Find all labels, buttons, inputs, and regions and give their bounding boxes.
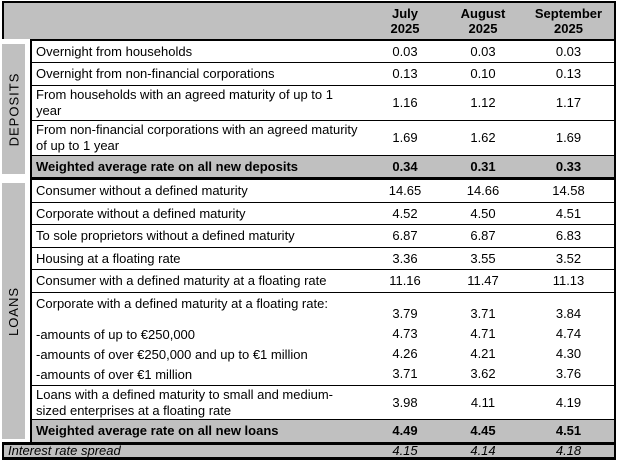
rail-gap (25, 180, 30, 442)
row-values-september: 3.84 4.74 4.30 3.76 (555, 306, 582, 381)
row-value-september: 1.17 (555, 95, 582, 110)
row-value-september: 11.13 (552, 273, 585, 288)
row-value-july: 3.98 (392, 394, 418, 410)
row-label: Corporate with a defined maturity at a f… (36, 296, 328, 311)
row-label: Overnight from non-financial corporation… (36, 66, 275, 81)
deposits-vertical-label: DEPOSITS (2, 44, 25, 174)
row-value-july: 0.03 (392, 43, 418, 59)
row-value-september: 3.52 (555, 250, 582, 266)
row-value-july: 4.15 (392, 443, 418, 458)
table-row: Overnight from households 0.03 0.03 0.03 (32, 41, 614, 63)
row-value-july: 14.65 (388, 183, 422, 198)
row-value-september: 4.51 (555, 205, 582, 221)
row-values-august: 3.71 4.71 4.21 3.62 (470, 306, 496, 381)
row-value-august: 14.66 (466, 183, 500, 198)
row-label: Weighted average rate on all new loans (36, 423, 279, 438)
row-value-july: 4.49 (392, 423, 418, 438)
month-year: 2025 (390, 21, 420, 36)
loans-rows: Consumer without a defined maturity 14.6… (30, 180, 616, 442)
table-row: From households with an agreed maturity … (32, 86, 614, 121)
table-row: Consumer without a defined maturity 14.6… (32, 180, 614, 203)
header-bottom-border (30, 39, 616, 41)
row-label: Interest rate spread (8, 443, 121, 458)
row-value-september: 4.51 (555, 423, 582, 438)
row-value-september: 14.58 (552, 183, 585, 198)
row-sublabel: -amounts of up to €250,000 (36, 327, 196, 342)
column-header-august: August 2025 (443, 6, 523, 36)
row-label: From non-financial corporations with an … (36, 122, 358, 153)
table-row: From non-financial corporations with an … (32, 121, 614, 156)
row-values-july: 3.79 4.73 4.26 3.71 (392, 306, 418, 381)
row-value-august: 0.31 (470, 158, 496, 174)
row-value-august: 1.62 (470, 130, 496, 145)
row-value-september: 4.18 (555, 443, 582, 458)
table-row: Housing at a floating rate 3.36 3.55 3.5… (32, 248, 614, 270)
table-row: Overnight from non-financial corporation… (32, 63, 614, 86)
row-value-september: 0.03 (555, 43, 582, 59)
rail-gap (25, 41, 30, 177)
section-loans: LOANS Consumer without a defined maturit… (2, 180, 616, 442)
row-label: Loans with a defined maturity to small a… (36, 386, 333, 418)
row-label: Overnight from households (36, 43, 193, 59)
table-row-corporate-defined-maturity: Corporate with a defined maturity at a f… (32, 293, 614, 386)
row-label: Consumer with a defined maturity at a fl… (36, 273, 327, 288)
loans-vertical-label: LOANS (2, 183, 25, 439)
row-value-august: 4.45 (470, 423, 496, 438)
table-row: To sole proprietors without a defined ma… (32, 225, 614, 248)
table-row-weighted-average-deposits: Weighted average rate on all new deposit… (32, 156, 614, 177)
row-value-september: 0.13 (555, 66, 582, 81)
section-divider (30, 177, 616, 180)
row-value-august: 6.87 (470, 228, 496, 243)
month-name: August (460, 6, 506, 21)
row-value-august: 0.03 (470, 43, 496, 59)
row-label: From households with an agreed maturity … (36, 87, 333, 118)
table-row: Loans with a defined maturity to small a… (32, 386, 614, 420)
row-value-august: 1.12 (470, 95, 496, 110)
month-year: 2025 (554, 21, 583, 36)
row-value-september: 0.33 (555, 158, 582, 174)
table-row-weighted-average-loans: Weighted average rate on all new loans 4… (32, 420, 614, 442)
row-sublabel: -amounts of over €250,000 and up to €1 m… (36, 347, 308, 362)
row-label: Weighted average rate on all new deposit… (36, 158, 298, 174)
row-label: Consumer without a defined maturity (36, 183, 248, 198)
footer-top-border (2, 442, 616, 445)
column-header-july: July 2025 (367, 6, 443, 36)
row-sublabel: -amounts of over €1 million (36, 367, 193, 382)
row-label: To sole proprietors without a defined ma… (36, 228, 295, 243)
row-value-july: 11.16 (389, 273, 421, 288)
row-value-august: 11.47 (467, 273, 499, 288)
row-value-august: 4.50 (470, 205, 496, 221)
row-value-september: 6.83 (555, 228, 582, 243)
row-value-july: 1.69 (392, 130, 418, 145)
row-value-august: 4.14 (470, 443, 496, 458)
row-label: Corporate without a defined maturity (36, 205, 246, 221)
row-value-july: 3.36 (392, 250, 418, 266)
row-label-group: Corporate with a defined maturity at a f… (32, 293, 367, 385)
row-value-september: 1.69 (555, 130, 582, 145)
month-name: September (534, 6, 603, 21)
deposits-rows: Overnight from households 0.03 0.03 0.03… (30, 41, 616, 177)
month-year: 2025 (468, 21, 498, 36)
row-value-july: 0.34 (392, 158, 418, 174)
row-value-july: 0.13 (392, 66, 418, 81)
month-name: July (391, 6, 418, 21)
table-row: Corporate without a defined maturity 4.5… (32, 203, 614, 225)
row-value-july: 6.87 (392, 228, 418, 243)
row-value-september: 4.19 (555, 394, 582, 410)
column-header-september: September 2025 (523, 6, 614, 36)
interest-rate-spread-row: Interest rate spread 4.15 4.14 4.18 (2, 443, 616, 458)
row-value-july: 1.16 (392, 95, 418, 110)
row-value-august: 0.10 (470, 66, 496, 81)
row-value-july: 4.52 (392, 205, 418, 221)
row-sublabels: -amounts of up to €250,000 -amounts of o… (36, 325, 359, 385)
row-value-august: 4.11 (470, 394, 496, 410)
table-header-row: July 2025 August 2025 September 2025 (2, 3, 616, 39)
section-deposits: DEPOSITS Overnight from households 0.03 … (2, 41, 616, 177)
row-value-august: 3.55 (470, 250, 496, 266)
row-label: Housing at a floating rate (36, 250, 181, 266)
table-row: Consumer with a defined maturity at a fl… (32, 270, 614, 293)
